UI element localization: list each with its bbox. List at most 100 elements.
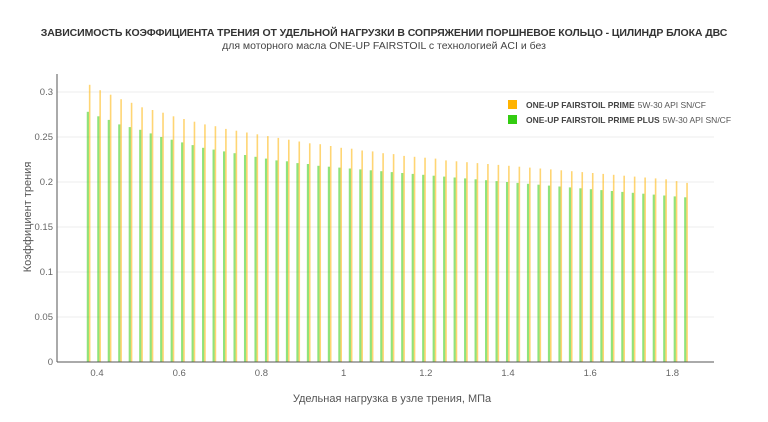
x-tick-label: 0.6 (173, 368, 186, 379)
legend-item-prime-plus[interactable]: ONE-UP FAIRSTOIL PRIME PLUS 5W-30 API SN… (508, 112, 731, 127)
bar-prime-plus (610, 191, 613, 362)
bar-prime (434, 158, 437, 362)
bar-prime-plus (170, 139, 173, 362)
bar-prime-plus (128, 127, 131, 362)
y-tick-label: 0 (48, 357, 53, 368)
bar-prime (193, 121, 196, 362)
bar-prime-plus (495, 181, 498, 362)
bar-prime-plus (505, 182, 509, 362)
bar-prime (623, 175, 625, 362)
bar-prime-plus (652, 194, 655, 362)
bar-prime (225, 128, 227, 362)
bar-prime (403, 155, 405, 362)
bar-prime (644, 177, 646, 362)
gridlines (57, 91, 714, 318)
bar-prime-plus (422, 174, 425, 362)
bar-prime (392, 154, 395, 362)
bar-prime-plus (589, 189, 593, 362)
bar-prime (560, 170, 563, 362)
bar-prime (455, 161, 458, 362)
bar-prime (214, 126, 217, 362)
bar-prime (371, 151, 374, 362)
y-tick-label: 0.15 (35, 222, 54, 233)
bar-prime-plus (684, 197, 687, 362)
x-tick-label: 0.4 (90, 368, 103, 379)
bar-prime (287, 139, 290, 362)
x-tick-label: 1.8 (666, 368, 679, 379)
bar-prime (539, 168, 542, 362)
bar-prime (109, 94, 112, 362)
bar-prime-plus (275, 160, 278, 362)
legend-swatch-orange-icon (508, 100, 517, 109)
bar-prime (612, 174, 615, 362)
legend-series-spec: 5W-30 API SN/CF (637, 99, 706, 110)
bar-prime-plus (453, 177, 456, 362)
y-tick-label: 0.3 (40, 87, 53, 98)
bar-prime (602, 173, 605, 362)
bar-prime (120, 99, 122, 362)
bar-prime-plus (118, 124, 121, 363)
bar-prime-plus (579, 188, 582, 362)
bar-prime-plus (485, 180, 488, 362)
bar-prime-plus (212, 149, 215, 362)
bar-prime (329, 146, 332, 362)
bar-prime-plus (390, 172, 393, 362)
bar-prime-plus (338, 167, 341, 362)
y-tick-label: 0.25 (35, 132, 54, 143)
bar-prime (204, 124, 206, 363)
bar-prime (350, 148, 353, 362)
bar-prime (151, 110, 154, 362)
bar-prime-plus (673, 196, 676, 362)
legend-swatch-green-icon (508, 115, 517, 124)
bar-prime-plus (223, 151, 226, 362)
bar-prime (529, 167, 531, 362)
bar-prime-plus (348, 168, 351, 362)
bar-prime (508, 165, 510, 362)
bar-prime-plus (568, 187, 572, 362)
bar-prime-plus (631, 192, 634, 362)
bar-prime-plus (401, 173, 404, 362)
bar-prime-plus (191, 145, 194, 362)
bar-prime (466, 162, 468, 362)
bar-prime (256, 134, 259, 362)
legend-series-name: ONE-UP FAIRSTOIL PRIME PLUS (526, 114, 660, 125)
bar-prime (298, 141, 301, 362)
bar-prime (675, 181, 678, 362)
bar-prime-plus (526, 183, 530, 362)
bar-prime-plus (296, 163, 299, 362)
axes (56, 74, 714, 363)
legend-series-name: ONE-UP FAIRSTOIL PRIME (526, 99, 635, 110)
x-tick-label: 1.2 (419, 368, 432, 379)
bar-prime-plus (327, 166, 331, 362)
bar-prime (235, 130, 238, 362)
x-tick-label: 0.8 (255, 368, 268, 379)
bar-prime (581, 172, 584, 362)
bar-prime-plus (642, 193, 645, 362)
bar-prime-plus (233, 153, 236, 362)
bar-prime-plus (516, 182, 519, 362)
legend: ONE-UP FAIRSTOIL PRIME 5W-30 API SN/CF O… (508, 97, 731, 127)
y-tick-label: 0.1 (40, 267, 53, 278)
bar-prime (665, 179, 667, 362)
x-axis-label: Удельная нагрузка в узле трения, МПа (293, 393, 492, 405)
bar-prime (633, 176, 636, 362)
bar-prime-plus (663, 195, 666, 362)
bar-prime-plus (443, 176, 446, 362)
bar-prime (476, 163, 479, 362)
bar-prime-plus (285, 161, 289, 362)
bar-prime-plus (600, 190, 603, 362)
bar-prime (518, 166, 521, 362)
bar-prime-plus (149, 133, 152, 362)
bar-prime-plus (474, 179, 477, 362)
bar-prime (340, 147, 342, 362)
bar-prime-plus (264, 158, 268, 362)
bar-prime-plus (380, 171, 383, 362)
bar-prime-plus (160, 137, 163, 362)
bar-prime (487, 164, 489, 362)
legend-item-prime[interactable]: ONE-UP FAIRSTOIL PRIME 5W-30 API SN/CF (508, 97, 731, 112)
bar-prime-plus (621, 191, 624, 362)
bar-prime (308, 143, 311, 362)
bar-prime (361, 150, 363, 362)
bar-prime (277, 137, 280, 362)
